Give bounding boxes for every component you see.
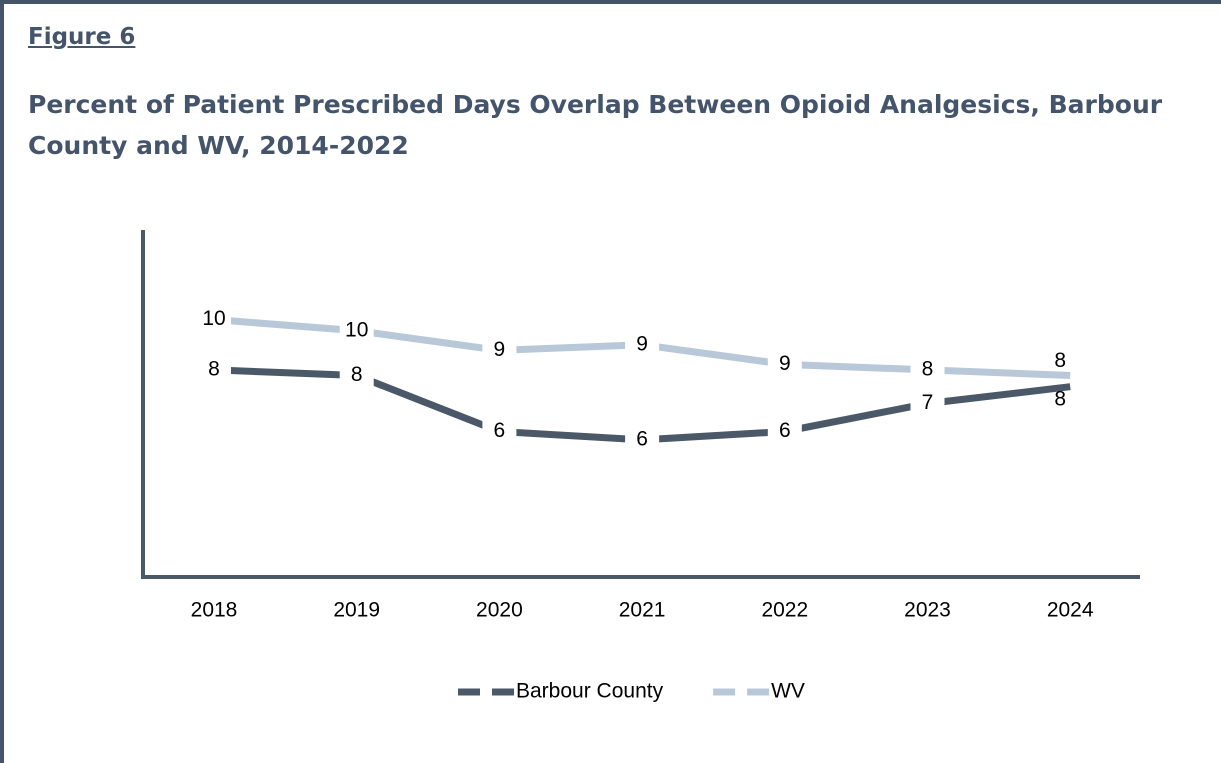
data-label: 8 (922, 357, 934, 380)
label-bg (339, 362, 374, 389)
x-tick-label: 2023 (904, 599, 951, 622)
label-bg (339, 317, 374, 344)
legend-label: WV (771, 680, 805, 703)
data-label: 8 (1054, 387, 1066, 410)
label-bg (197, 306, 231, 333)
label-bg (767, 351, 802, 378)
data-label: 8 (1054, 349, 1066, 372)
legend-label: Barbour County (516, 680, 664, 703)
data-label: 6 (636, 427, 648, 450)
x-tick-label: 2021 (619, 599, 666, 622)
figure-label: Figure 6 (28, 24, 136, 50)
data-label: 6 (779, 419, 791, 442)
chart-title: Percent of Patient Prescribed Days Overl… (28, 90, 1163, 160)
label-bg (482, 418, 517, 445)
label-bg (197, 356, 231, 383)
x-tick-label: 2019 (333, 599, 380, 622)
x-tick-label: 2022 (761, 599, 808, 622)
data-label: 10 (202, 307, 225, 330)
data-label: 9 (494, 338, 506, 361)
data-label: 9 (636, 332, 648, 355)
data-label: 8 (208, 357, 220, 380)
label-bg (910, 356, 945, 383)
label-bg (625, 331, 660, 358)
x-tick-label: 2020 (476, 599, 523, 622)
data-label: 6 (494, 419, 506, 442)
data-label: 9 (779, 352, 791, 375)
data-label: 8 (351, 363, 363, 386)
label-bg (910, 390, 945, 417)
x-tick-label: 2024 (1047, 599, 1094, 622)
label-bg (482, 337, 517, 364)
x-tick-label: 2018 (191, 599, 238, 622)
data-label: 7 (922, 391, 934, 414)
label-bg (767, 418, 802, 445)
label-bg (625, 426, 660, 453)
data-label: 10 (345, 318, 368, 341)
